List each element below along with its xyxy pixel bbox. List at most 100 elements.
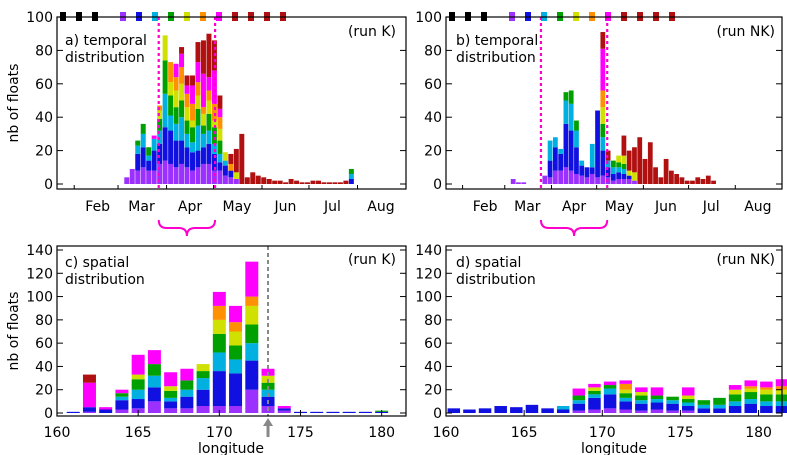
- bar-b-20-s3: [616, 162, 622, 168]
- bar-c-10-s0: [229, 406, 243, 413]
- bar-b-12-s3: [574, 120, 579, 131]
- bar-a-7-s1: [162, 127, 168, 161]
- bar-a-19-s7: [228, 153, 234, 164]
- bar-a-10-s0: [179, 163, 185, 184]
- bar-c-4-s3: [131, 379, 145, 390]
- bar-d-15-s1: [681, 406, 695, 411]
- bar-a-14-s1: [200, 147, 206, 164]
- bar-a-20-s0: [233, 178, 239, 184]
- bar-a-17-s1: [217, 162, 223, 171]
- bar-c-4-s4: [131, 374, 145, 380]
- bar-b-2-s0: [521, 182, 527, 184]
- bar-b-28-s7: [658, 177, 664, 184]
- month-label-a-0: Feb: [85, 199, 110, 215]
- bar-d-16-s1: [697, 408, 711, 413]
- bar-a-2-s0: [135, 170, 141, 184]
- xtick-label-c-3: 175: [287, 425, 314, 441]
- bar-a-15-s0: [206, 163, 212, 184]
- bar-d-18-s6: [728, 385, 742, 390]
- bar-b-13-s2: [579, 160, 585, 166]
- bar-a-19-s0: [228, 177, 234, 184]
- bar-a-18-s2: [222, 160, 228, 166]
- bar-b-27-s7: [653, 167, 658, 184]
- bar-d-10-s0: [603, 408, 617, 413]
- ytick-label-d-1: 20: [424, 383, 442, 399]
- bar-d-15-s4: [681, 395, 695, 400]
- bar-a-32-s7: [299, 182, 305, 184]
- bar-a-8-s1: [168, 130, 174, 164]
- bar-a-17-s6: [217, 108, 223, 118]
- panel-d-frame: [445, 245, 783, 417]
- xtick-label-c-2: 170: [206, 425, 233, 441]
- bar-b-33-s7: [684, 180, 690, 184]
- bar-b-22-s4: [626, 170, 632, 176]
- bar-a-3-s0: [140, 167, 146, 184]
- month-label-b-0: Feb: [473, 199, 498, 215]
- bar-b-16-s1: [595, 110, 600, 178]
- bar-b-17-s5: [600, 90, 606, 108]
- bar-b-12-s0: [574, 173, 579, 184]
- bar-a-6-s1: [157, 143, 163, 164]
- panel-b-label-line2: distribution: [456, 50, 536, 66]
- bar-d-4-s1: [510, 407, 523, 413]
- ytick-label-c-5: 100: [26, 290, 53, 306]
- ytick-label-d-7: 140: [415, 243, 442, 259]
- bar-d-9-s2: [588, 394, 601, 398]
- bar-b-8-s2: [552, 137, 558, 148]
- bar-d-20-s5: [760, 387, 773, 390]
- ytick-label-b-5: 100: [415, 10, 442, 26]
- bar-b-26-s7: [647, 142, 653, 184]
- bar-a-22-s7: [244, 177, 250, 184]
- month-label-b-1: Mar: [514, 199, 541, 215]
- month-label-b-5: Jul: [702, 199, 720, 215]
- bar-a-17-s4: [217, 128, 223, 141]
- bar-a-11-s7: [184, 75, 190, 86]
- bar-a-4-s0: [146, 170, 152, 184]
- bar-b-17-s2: [600, 137, 606, 151]
- bar-c-8-s1: [196, 389, 210, 407]
- bar-c-8-s4: [196, 364, 210, 372]
- bar-d-19-s6: [744, 380, 757, 387]
- bar-a-9-s0: [173, 167, 179, 184]
- bar-b-8-s0: [552, 170, 558, 184]
- bar-a-4-s1: [146, 160, 152, 171]
- bar-d-9-s6: [588, 383, 601, 388]
- bar-c-2-s1: [99, 409, 113, 413]
- bar-b-9-s0: [558, 170, 564, 184]
- bar-c-11-s5: [245, 296, 259, 306]
- bar-c-5-s0: [147, 401, 161, 413]
- bar-a-3-s2: [140, 133, 146, 148]
- xtick-label-d-0: 160: [433, 425, 460, 441]
- bar-a-4-s2: [146, 155, 152, 161]
- bar-a-13-s1: [195, 150, 201, 168]
- bar-d-8-s0: [572, 410, 586, 413]
- panel-d-ticks: 0 20 40 60 80 100 120 140 160 165 170 175 180: [415, 243, 782, 441]
- bar-d-9-s3: [588, 390, 601, 395]
- bar-d-14-s3: [666, 396, 679, 401]
- bar-d-13-s0: [650, 409, 664, 413]
- bar-a-16-s2: [211, 143, 217, 154]
- bar-a-15-s5: [206, 90, 212, 101]
- bar-a-15-s6: [206, 77, 212, 91]
- bar-d-13-s6: [650, 387, 664, 396]
- bar-c-11-s0: [245, 389, 259, 413]
- panel-c-run: (run K): [348, 252, 396, 268]
- bar-d-8-s3: [572, 395, 586, 401]
- panel-a-run: (run K): [348, 24, 396, 40]
- bar-a-6-s3: [157, 118, 163, 131]
- bar-b-19-s3: [610, 160, 616, 168]
- bar-b-23-s0: [632, 180, 637, 184]
- bar-d-19-s1: [744, 403, 757, 413]
- bar-a-10-s4: [179, 83, 185, 101]
- bar-b-13-s1: [579, 165, 585, 176]
- bar-b-7-s2: [547, 140, 553, 161]
- month-label-a-3: May: [223, 199, 252, 215]
- bar-c-10-s6: [229, 305, 243, 323]
- bar-b-24-s7: [637, 137, 643, 184]
- month-label-b-4: Jun: [654, 199, 677, 215]
- bar-d-20-s2: [760, 401, 773, 407]
- bar-c-8-s2: [196, 378, 210, 390]
- bar-c-7-s1: [180, 396, 194, 409]
- bar-a-8-s5: [168, 62, 174, 83]
- bracket-a: [157, 219, 217, 237]
